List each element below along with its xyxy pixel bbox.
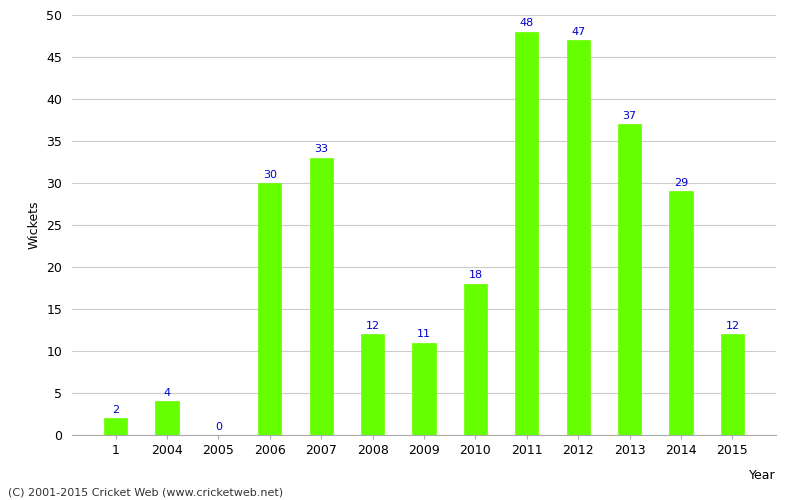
Text: 30: 30 <box>262 170 277 179</box>
Text: 47: 47 <box>571 27 586 37</box>
Text: 11: 11 <box>417 329 431 339</box>
Bar <box>413 342 435 435</box>
Bar <box>155 402 178 435</box>
Text: (C) 2001-2015 Cricket Web (www.cricketweb.net): (C) 2001-2015 Cricket Web (www.cricketwe… <box>8 488 283 498</box>
Text: 0: 0 <box>215 422 222 432</box>
Text: 4: 4 <box>163 388 170 398</box>
Text: 48: 48 <box>520 18 534 28</box>
Bar <box>464 284 487 435</box>
Bar <box>104 418 127 435</box>
Bar <box>258 183 282 435</box>
Text: 18: 18 <box>468 270 482 280</box>
Text: Year: Year <box>750 468 776 481</box>
Bar <box>310 158 333 435</box>
Text: 2: 2 <box>112 405 119 415</box>
Y-axis label: Wickets: Wickets <box>28 200 41 249</box>
Text: 33: 33 <box>314 144 328 154</box>
Text: 12: 12 <box>366 321 380 331</box>
Bar <box>566 40 590 435</box>
Bar <box>361 334 384 435</box>
Bar <box>515 32 538 435</box>
Text: 12: 12 <box>726 321 739 331</box>
Bar <box>618 124 641 435</box>
Bar <box>670 192 693 435</box>
Bar <box>721 334 744 435</box>
Text: 29: 29 <box>674 178 688 188</box>
Text: 37: 37 <box>622 111 637 121</box>
